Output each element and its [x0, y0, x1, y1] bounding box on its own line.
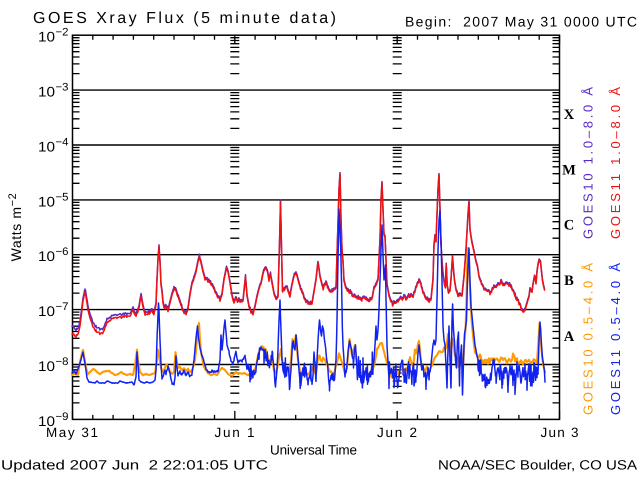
- svg-text:GOES10 0.5–4.0 Å: GOES10 0.5–4.0 Å: [581, 263, 596, 415]
- svg-text:GOES10 1.0–8.0 Å: GOES10 1.0–8.0 Å: [581, 87, 596, 239]
- svg-text:Jun 2: Jun 2: [377, 425, 417, 440]
- svg-text:10: 10: [38, 303, 55, 319]
- svg-text:Jun 3: Jun 3: [541, 425, 579, 440]
- svg-text:Jun 1: Jun 1: [215, 425, 255, 440]
- svg-text:A: A: [564, 329, 575, 345]
- svg-text:−7: −7: [56, 301, 69, 313]
- svg-text:−5: −5: [56, 191, 69, 203]
- svg-text:C: C: [564, 218, 574, 234]
- svg-text:Universal Time: Universal Time: [270, 443, 357, 458]
- svg-text:Begin: 2007 May 31 0000 UTC: Begin: 2007 May 31 0000 UTC: [405, 14, 637, 30]
- svg-text:−3: −3: [56, 82, 69, 94]
- svg-text:10: 10: [38, 84, 55, 100]
- svg-text:M: M: [562, 163, 576, 179]
- svg-text:GOES11 0.5–4.0 Å: GOES11 0.5–4.0 Å: [608, 263, 623, 415]
- svg-text:B: B: [564, 273, 574, 289]
- svg-text:−8: −8: [56, 356, 69, 368]
- svg-text:10: 10: [38, 193, 55, 209]
- svg-text:−4: −4: [56, 137, 69, 149]
- svg-text:May 31: May 31: [46, 425, 98, 440]
- svg-text:10: 10: [38, 139, 55, 155]
- svg-text:GOES11 1.0–8.0 Å: GOES11 1.0–8.0 Å: [608, 87, 623, 239]
- svg-text:X: X: [564, 107, 575, 123]
- svg-text:NOAA/SEC Boulder, CO USA: NOAA/SEC Boulder, CO USA: [438, 458, 637, 473]
- svg-text:−2: −2: [56, 27, 69, 39]
- svg-text:−9: −9: [56, 411, 69, 423]
- svg-text:−6: −6: [56, 246, 69, 258]
- svg-text:10: 10: [38, 29, 55, 45]
- svg-text:10: 10: [38, 358, 55, 374]
- svg-text:Updated 2007 Jun 2 22:01:05 U: Updated 2007 Jun 2 22:01:05 UTC: [1, 458, 268, 473]
- svg-text:Watts m−2: Watts m−2: [7, 193, 24, 262]
- svg-text:10: 10: [38, 413, 55, 429]
- svg-text:10: 10: [38, 248, 55, 264]
